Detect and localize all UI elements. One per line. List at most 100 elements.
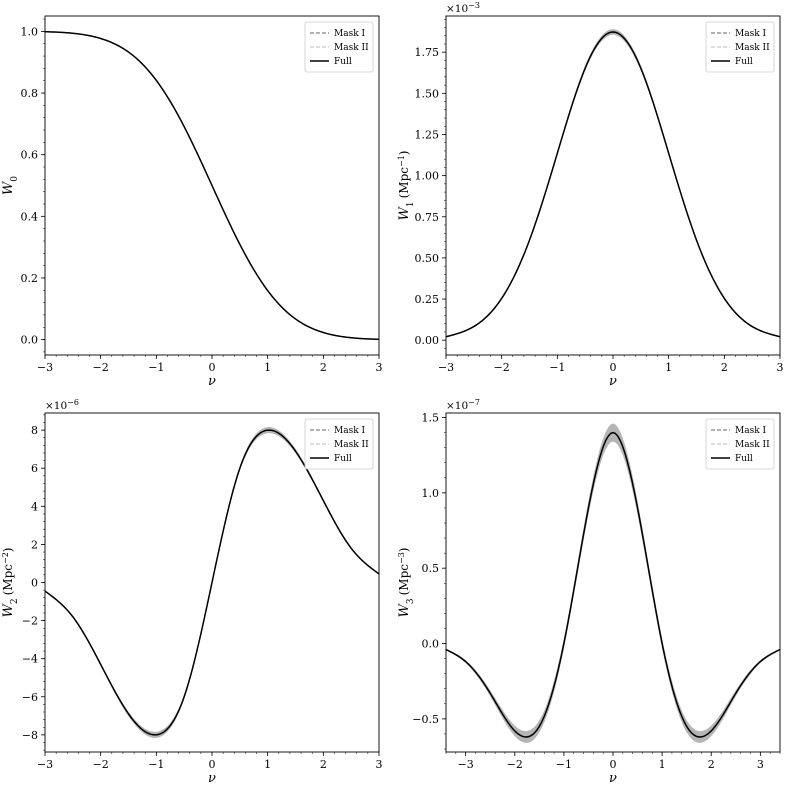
x-tick-label: −1: [148, 758, 164, 771]
axis-multiplier-exponent: −7: [468, 398, 480, 407]
y-axis-unit-exponent: −2: [1, 552, 10, 564]
x-tick-label: −2: [93, 758, 109, 771]
y-axis-subscript: 3: [406, 598, 416, 604]
x-tick-label: 0: [209, 758, 216, 771]
series-line-mask-i: [446, 31, 780, 338]
axis-multiplier-exponent: −6: [67, 398, 79, 407]
series-line-mask-ii: [446, 31, 780, 338]
x-tick-label: 3: [757, 758, 764, 771]
y-axis-unit-close: ): [397, 151, 411, 156]
y-axis-unit: (Mpc: [397, 167, 411, 199]
x-axis-label: ν: [609, 771, 617, 786]
y-axis-label: W2 (Mpc−2): [1, 548, 21, 618]
legend-box: [304, 418, 374, 470]
uncertainty-band: [446, 29, 780, 338]
x-tick-label: 1: [659, 758, 666, 771]
y-tick-label: 6: [31, 462, 38, 475]
legend-label: Mask I: [334, 29, 366, 39]
y-tick-label: 0.4: [21, 210, 39, 223]
axis-multiplier: ×10−7: [446, 398, 480, 413]
y-axis-label: W3 (Mpc−3): [397, 548, 417, 618]
x-tick-label: −1: [556, 758, 572, 771]
legend: Mask I Mask II Full: [304, 21, 374, 73]
x-tick-label: 2: [320, 758, 327, 771]
axis-multiplier: ×10−3: [446, 1, 480, 16]
legend-label: Mask II: [334, 440, 369, 450]
y-tick-label: 1.00: [415, 170, 440, 183]
legend-label: Mask II: [334, 43, 369, 53]
y-tick-label: 1.5: [422, 412, 440, 425]
y-axis-unit: (Mpc: [1, 564, 15, 596]
x-tick-label: −1: [148, 361, 164, 374]
y-axis-symbol: W: [397, 602, 412, 617]
x-tick-label: 1: [264, 758, 271, 771]
y-axis-unit-exponent: −1: [397, 155, 406, 167]
x-tick-label: −2: [93, 361, 109, 374]
y-tick-label: 2: [31, 538, 38, 551]
legend-label: Mask I: [735, 426, 767, 436]
y-tick-label: 0.75: [415, 211, 440, 224]
x-tick-label: 1: [665, 361, 672, 374]
series-line-full: [446, 431, 780, 738]
y-axis-subscript: 2: [10, 598, 20, 604]
series-line-full: [45, 429, 379, 736]
legend-label: Mask I: [334, 426, 366, 436]
x-tick-label: 3: [376, 361, 383, 374]
legend-label: Mask II: [735, 43, 770, 53]
axis-multiplier-base: ×10: [45, 400, 67, 412]
y-tick-label: 0.00: [415, 334, 440, 347]
y-tick-label: 0.0: [21, 334, 39, 347]
y-tick-label: 1.25: [415, 128, 440, 141]
x-tick-label: 2: [708, 758, 715, 771]
series-line-full: [45, 30, 379, 341]
x-tick-label: −3: [438, 361, 454, 374]
y-tick-label: −2: [22, 615, 38, 628]
y-tick-label: 1.50: [415, 87, 440, 100]
y-tick-label: −0.5: [412, 713, 439, 726]
y-axis-symbol: W: [397, 205, 412, 220]
x-axis-label: ν: [208, 771, 216, 786]
y-axis-symbol: W: [1, 602, 16, 617]
y-tick-label: 0.2: [21, 272, 39, 285]
x-tick-label: 2: [320, 361, 327, 374]
x-axis-label: ν: [609, 374, 617, 389]
y-axis-label: W0: [1, 176, 20, 195]
legend-label: Full: [735, 57, 753, 67]
x-tick-label: 3: [376, 758, 383, 771]
axis-multiplier-base: ×10: [446, 3, 468, 15]
y-axis-unit-exponent: −3: [397, 552, 406, 564]
y-tick-label: 0.25: [415, 293, 440, 306]
y-axis-unit: (Mpc: [397, 564, 411, 596]
x-tick-label: −3: [458, 758, 474, 771]
axis-multiplier-base: ×10: [446, 400, 468, 412]
y-tick-label: 0.8: [21, 87, 39, 100]
x-tick-label: −1: [549, 361, 565, 374]
legend: Mask I Mask II Full: [304, 418, 374, 470]
series-line-full: [446, 31, 780, 338]
x-tick-label: 0: [610, 361, 617, 374]
y-axis-label: W1 (Mpc−1): [397, 151, 417, 221]
y-axis-subscript: 0: [10, 176, 20, 182]
axis-multiplier-exponent: −3: [468, 1, 480, 10]
x-tick-label: −2: [507, 758, 523, 771]
x-tick-label: 3: [777, 361, 784, 374]
y-tick-label: −6: [22, 691, 38, 704]
legend-label: Mask I: [735, 29, 767, 39]
y-tick-label: 0.0: [422, 638, 440, 651]
y-tick-label: 1.0: [21, 25, 39, 38]
y-tick-label: 0: [31, 577, 38, 590]
y-tick-label: −8: [22, 729, 38, 742]
y-tick-label: 0.50: [415, 252, 440, 265]
y-tick-label: 1.0: [422, 487, 440, 500]
legend: Mask I Mask II Full: [705, 21, 775, 73]
series-line-mask-ii: [446, 432, 780, 738]
y-tick-label: 0.6: [21, 149, 39, 162]
legend-label: Full: [334, 57, 352, 67]
x-tick-label: 1: [264, 361, 271, 374]
x-tick-label: 2: [721, 361, 728, 374]
series-line-mask-i: [446, 432, 780, 738]
y-axis-symbol: W: [1, 180, 16, 195]
y-axis-subscript: 1: [406, 201, 416, 207]
